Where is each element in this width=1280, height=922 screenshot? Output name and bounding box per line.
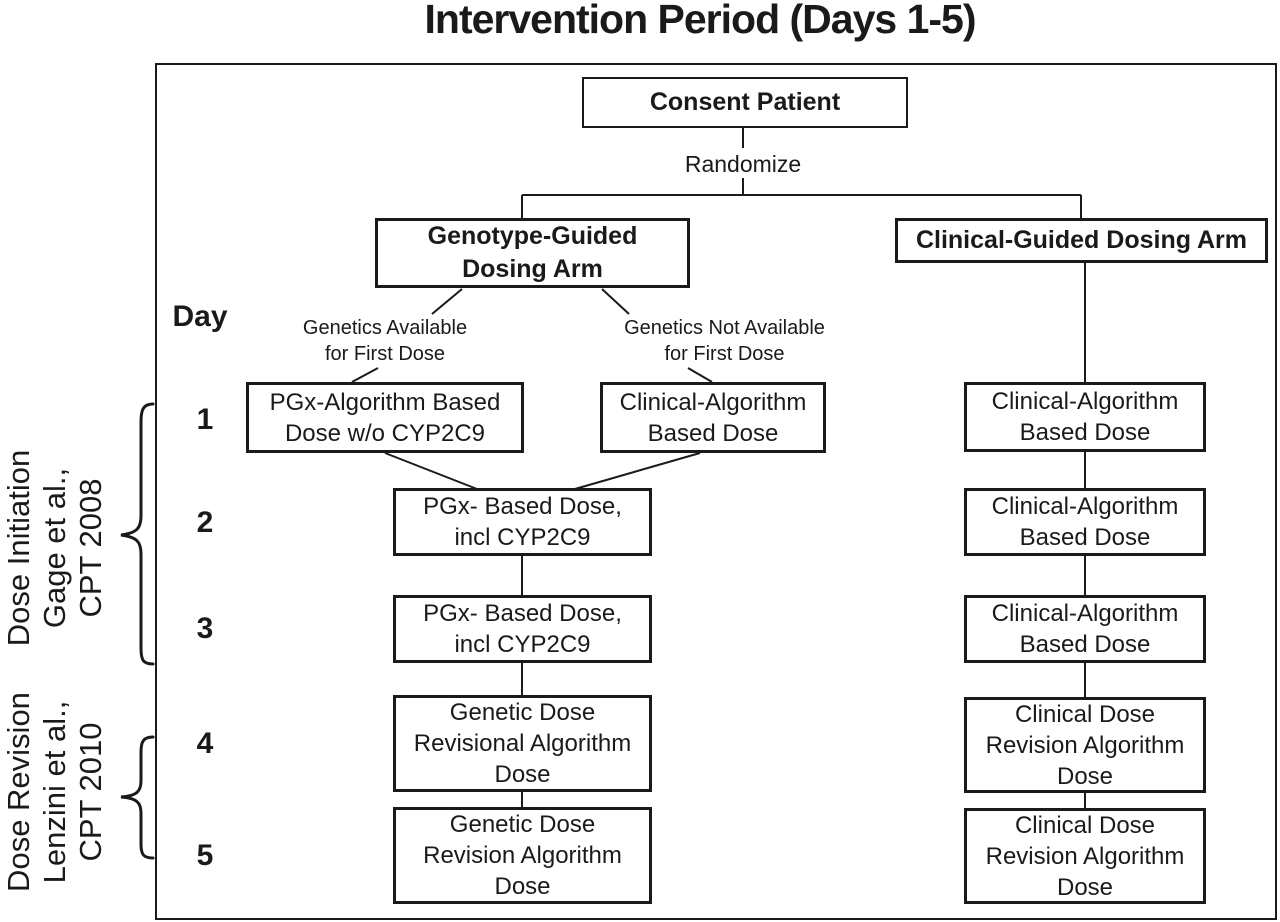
consent-patient-box: Consent Patient — [582, 77, 908, 128]
geno-day1-pgx-box: PGx-Algorithm Based Dose w/o CYP2C9 — [246, 382, 524, 453]
geno-day4-box: Genetic Dose Revisional Algorithm Dose — [393, 695, 652, 792]
day-number-4: 4 — [196, 727, 214, 760]
day-number-3: 3 — [196, 612, 214, 645]
day-number-5: 5 — [196, 839, 214, 872]
day-column-header: Day — [172, 300, 228, 333]
genetics-available-label: Genetics Available for First Dose — [302, 317, 468, 365]
day-number-1: 1 — [196, 403, 214, 436]
genotype-arm-box: Genotype-Guided Dosing Arm — [375, 218, 690, 288]
brace-days-1-3 — [120, 402, 155, 666]
randomize-label: Randomize — [684, 151, 802, 177]
brace-days-4-5 — [120, 735, 155, 860]
clin-day2-box: Clinical-Algorithm Based Dose — [964, 488, 1206, 556]
geno-day5-box: Genetic Dose Revision Algorithm Dose — [393, 807, 652, 904]
clin-day1-box: Clinical-Algorithm Based Dose — [964, 382, 1206, 452]
page-title: Intervention Period (Days 1-5) — [424, 0, 977, 42]
clin-day4-box: Clinical Dose Revision Algorithm Dose — [964, 697, 1206, 793]
clin-day5-box: Clinical Dose Revision Algorithm Dose — [964, 808, 1206, 904]
clin-day3-box: Clinical-Algorithm Based Dose — [964, 595, 1206, 663]
day-number-2: 2 — [196, 506, 214, 539]
geno-day2-box: PGx- Based Dose, incl CYP2C9 — [393, 488, 652, 556]
geno-day3-box: PGx- Based Dose, incl CYP2C9 — [393, 595, 652, 663]
geno-day1-clinical-box: Clinical-Algorithm Based Dose — [600, 382, 826, 453]
outer-frame — [155, 63, 1277, 920]
dose-revision-annotation: Dose Revision Lenzini et al., CPT 2010 — [1, 692, 108, 892]
clinical-arm-box: Clinical-Guided Dosing Arm — [895, 218, 1268, 263]
genetics-not-available-label: Genetics Not Available for First Dose — [624, 317, 825, 365]
